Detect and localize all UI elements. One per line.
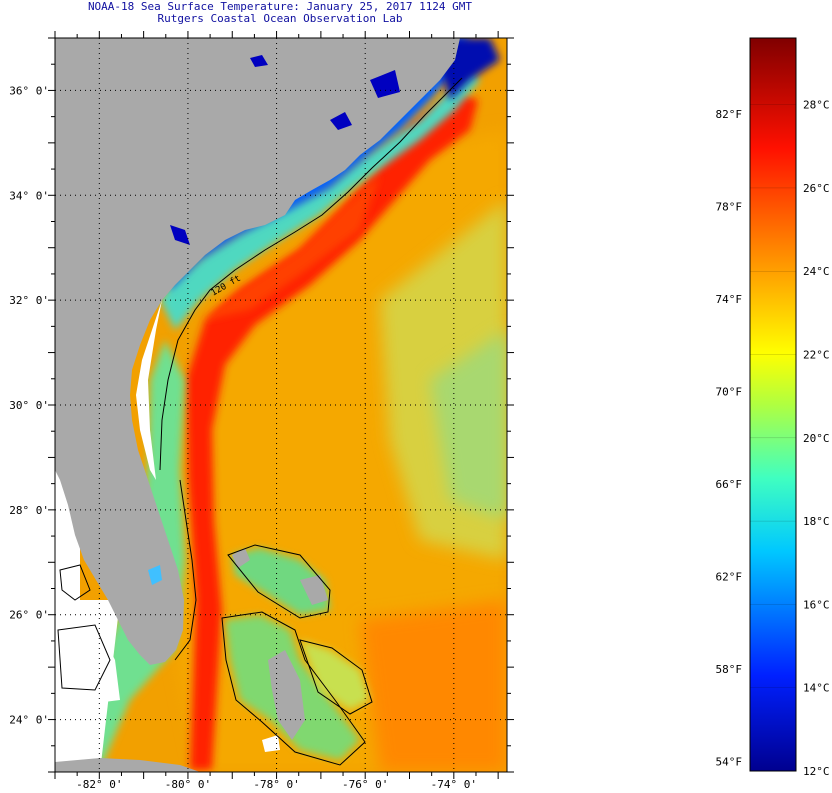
longitude-labels: -82° 0' -80° 0' -78° 0' -76° 0' -74° 0' — [76, 778, 477, 791]
lon-label: -82° 0' — [76, 778, 122, 791]
colorbar-c-label: 24°C — [803, 265, 830, 278]
colorbar-c-label: 16°C — [803, 598, 830, 611]
lon-label: -78° 0' — [253, 778, 299, 791]
colorbar — [749, 37, 797, 772]
lon-label: -76° 0' — [342, 778, 388, 791]
lat-label: 28° 0' — [9, 504, 49, 517]
map-title: NOAA-18 Sea Surface Temperature: January… — [87, 0, 473, 13]
latitude-labels: 36° 0' 34° 0' 32° 0' 30° 0' 28° 0' 26° 0' 24° … — [9, 84, 49, 726]
map-subtitle: Rutgers Coastal Ocean Observation Lab — [157, 12, 403, 25]
land-us-southeast — [55, 38, 460, 665]
colorbar-c-label: 14°C — [803, 682, 830, 695]
axis-ticks — [48, 31, 514, 779]
lat-label: 36° 0' — [9, 84, 49, 97]
colorbar-f-label: 66°F — [716, 478, 743, 491]
lat-label: 34° 0' — [9, 189, 49, 202]
lat-label: 26° 0' — [9, 609, 49, 622]
colorbar-f-label: 82°F — [716, 108, 743, 121]
sst-image: 120 ft — [55, 38, 507, 772]
bahamas-banks — [232, 548, 330, 615]
colorbar-c-label: 12°C — [803, 765, 830, 778]
land-bahamas — [232, 548, 250, 568]
lat-label: 24° 0' — [9, 714, 49, 727]
shelf-contour — [159, 77, 463, 471]
land-cuba — [55, 758, 200, 772]
lat-label: 32° 0' — [9, 294, 49, 307]
colorbar-f-label: 70°F — [716, 386, 743, 399]
colorbar-c-label: 22°C — [803, 349, 830, 362]
colorbar-f-label: 62°F — [716, 571, 743, 584]
colorbar-c-label: 18°C — [803, 515, 830, 528]
colorbar-c-label: 20°C — [803, 432, 830, 445]
colorbar-f-label: 78°F — [716, 200, 743, 213]
shelf-water-cool — [160, 70, 480, 330]
lon-label: -80° 0' — [165, 778, 211, 791]
colorbar-f-label: 54°F — [716, 756, 743, 769]
colorbar-c-label: 28°C — [803, 99, 830, 112]
lon-label: -74° 0' — [431, 778, 477, 791]
colorbar-f-label: 74°F — [716, 293, 743, 306]
lat-label: 30° 0' — [9, 399, 49, 412]
colorbar-c-label: 26°C — [803, 182, 830, 195]
colorbar-celsius-labels: 28°C 26°C 24°C 22°C 20°C 18°C 16°C 14°C 12°C — [750, 99, 830, 778]
graticule — [55, 38, 507, 772]
colorbar-fahrenheit-labels: 82°F 78°F 74°F 70°F 66°F 62°F 58°F 54°F — [716, 108, 743, 769]
colorbar-f-label: 58°F — [716, 663, 743, 676]
